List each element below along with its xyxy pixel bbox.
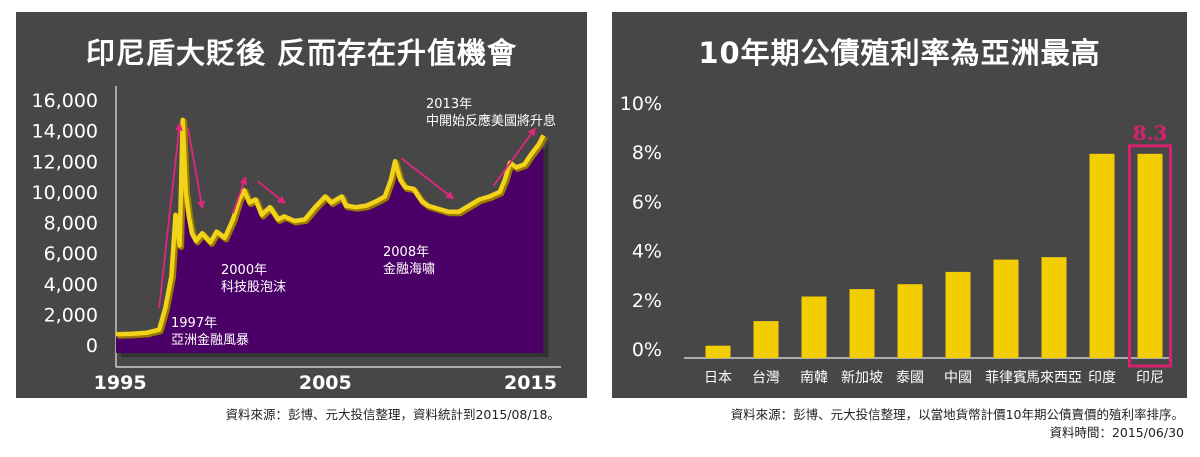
y-tick-label: 4,000	[44, 274, 98, 296]
bar	[849, 289, 875, 358]
x-tick-label: 1995	[94, 372, 147, 394]
y-tick-label: 2%	[632, 290, 662, 312]
right-chart-title: 10年期公債殖利率為亞洲最高	[698, 36, 1101, 70]
y-tick-label: 0	[86, 335, 98, 357]
category-label: 南韓	[800, 370, 828, 386]
trend-arrow	[186, 127, 206, 210]
bar	[1041, 257, 1067, 358]
category-label: 台灣	[752, 370, 780, 386]
y-tick-label: 6%	[632, 191, 662, 213]
y-tick-label: 0%	[632, 339, 662, 361]
category-label: 泰國	[896, 370, 924, 386]
trend-arrow	[158, 122, 183, 309]
bar	[753, 321, 779, 358]
left-chart-title: 印尼盾大貶後 反而存在升值機會	[85, 36, 518, 70]
area-fill	[116, 119, 544, 353]
highlight-value-label: 8.3	[1133, 121, 1168, 145]
bond-yield-bar-chart: 0% 2% 4% 6% 8% 10% 日本 台灣 南韓 新加坡 泰國 中國 菲律賓 馬來西亞 印度 印尼 8.3	[620, 93, 1172, 386]
right-date-note: 資料時間：2015/06/30	[1049, 425, 1184, 440]
y-tick-label: 10,000	[32, 182, 98, 204]
bar	[993, 259, 1019, 358]
y-tick-label: 4%	[632, 241, 662, 263]
y-tick-label: 8,000	[44, 213, 98, 235]
category-label: 菲律賓	[985, 369, 1027, 386]
bar	[705, 345, 731, 358]
trend-arrow	[232, 176, 248, 214]
bar	[1089, 153, 1115, 358]
x-tick-label: 2015	[504, 372, 557, 394]
trend-arrow	[257, 180, 286, 204]
annotation-label: 2008年金融海嘯	[383, 245, 435, 277]
left-source-note: 資料來源：彭博、元大投信整理，資料統計到2015/08/18。	[225, 407, 560, 422]
line-series	[115, 117, 546, 337]
right-source-note: 資料來源：彭博、元大投信整理，以當地貨幣計價10年期公債賣價的殖利率排序。	[730, 407, 1184, 422]
x-tick-label: 2005	[299, 372, 352, 394]
annotation-label: 2013年中開始反應美國將升息	[426, 97, 556, 129]
category-label: 中國	[944, 370, 972, 386]
y-tick-label: 10%	[620, 93, 662, 115]
y-tick-label: 12,000	[32, 151, 98, 173]
bar	[1137, 153, 1163, 358]
category-label: 新加坡	[841, 370, 883, 386]
bar	[897, 284, 923, 358]
annotation-label: 1997年亞洲金融風暴	[171, 316, 249, 348]
right-chart-panel: 10年期公債殖利率為亞洲最高 0% 2% 4% 6% 8% 10% 日本 台灣 南韓 新加坡 泰國 中…	[612, 12, 1187, 398]
y-tick-label: 14,000	[32, 121, 98, 143]
highlight-box	[1128, 144, 1172, 368]
idr-usd-line-chart: 0 2,000 4,000 6,000 8,000 10,000 12,000 14,000 1…	[32, 86, 561, 394]
bar	[945, 271, 971, 358]
trend-arrow	[492, 127, 536, 187]
annotation-label: 2000年科技股泡沫	[221, 263, 286, 295]
left-chart-panel: 印尼盾大貶後 反而存在升值機會 0 2,000 4,000 6,000 8,000 10,…	[16, 12, 587, 398]
category-label: 馬來西亞	[1026, 370, 1082, 386]
y-tick-label: 16,000	[32, 90, 98, 112]
bar	[801, 296, 827, 358]
y-tick-label: 6,000	[44, 243, 98, 265]
category-label: 日本	[704, 370, 732, 386]
y-tick-label: 2,000	[44, 304, 98, 326]
category-label: 印度	[1088, 370, 1116, 386]
y-tick-label: 8%	[632, 142, 662, 164]
category-label: 印尼	[1136, 370, 1164, 386]
trend-arrow	[400, 157, 455, 200]
